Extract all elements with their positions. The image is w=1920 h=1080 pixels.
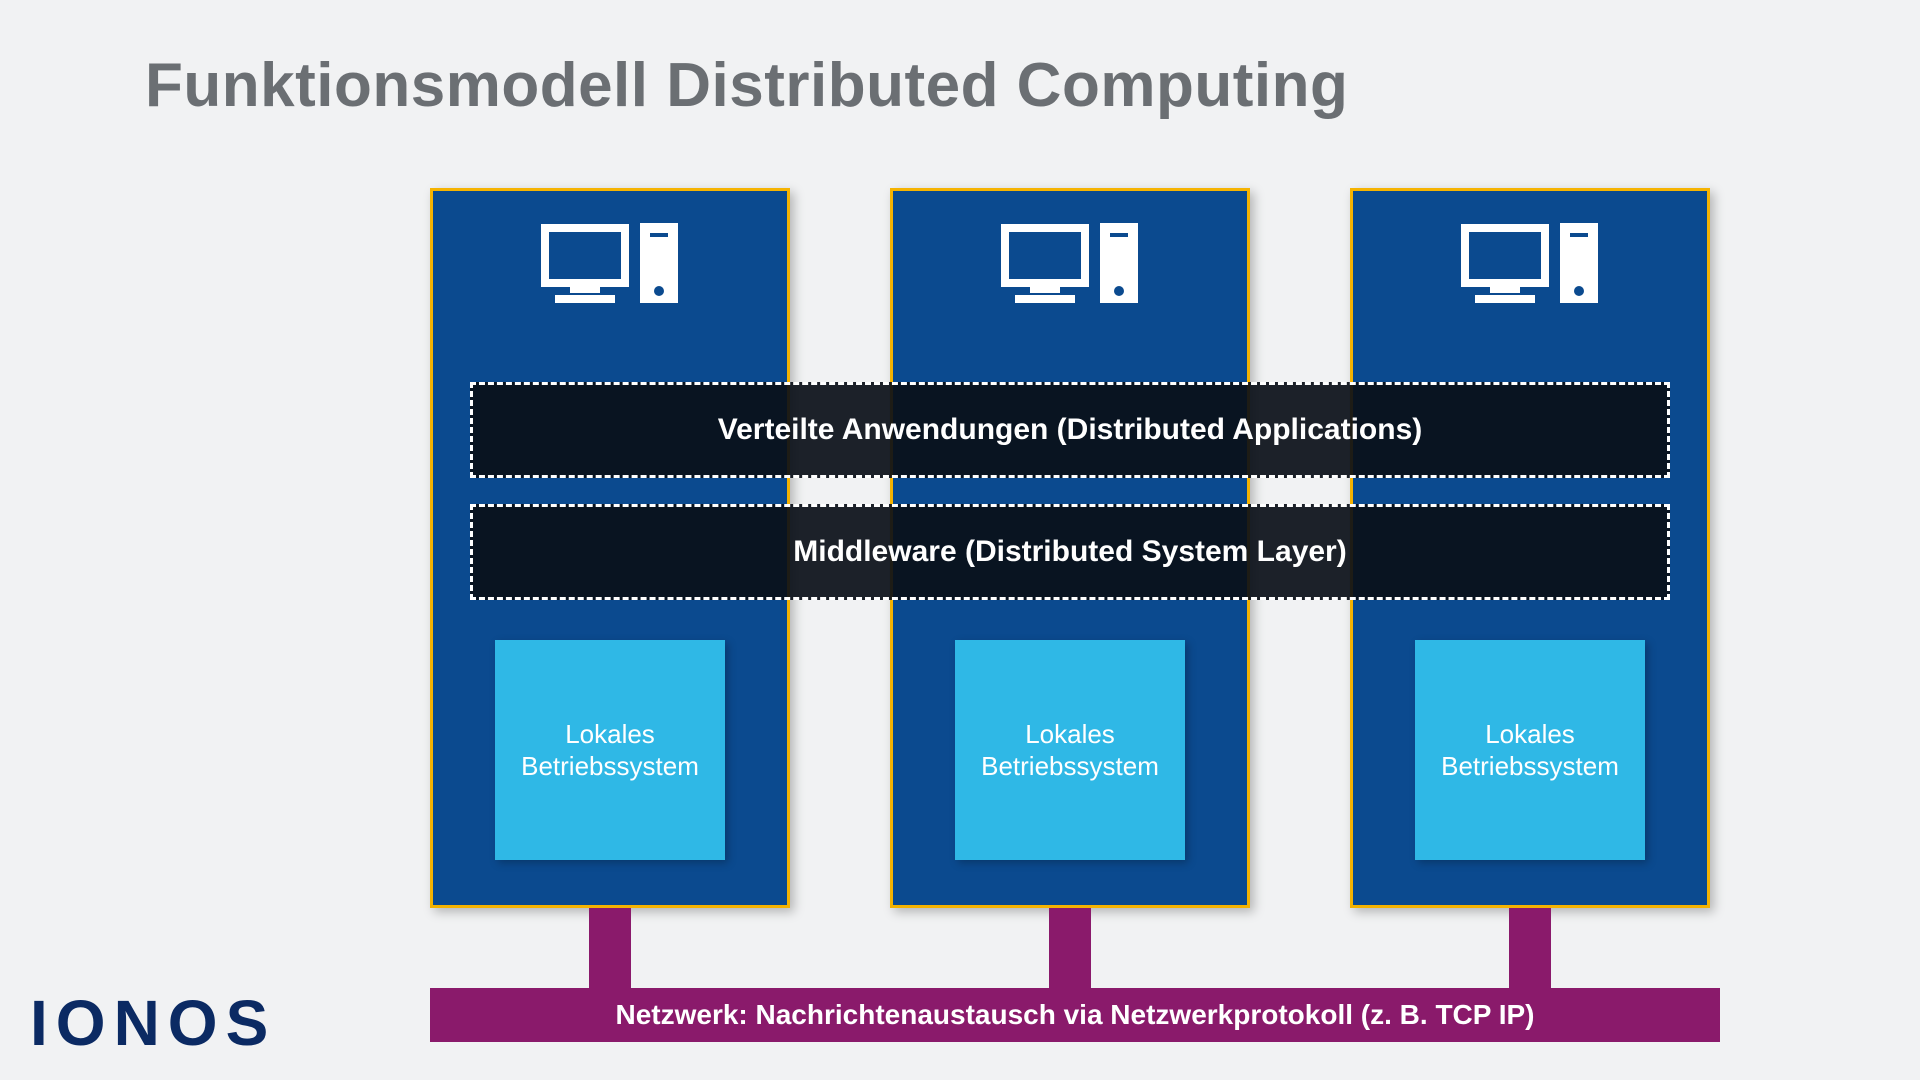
network-bar: Netzwerk: Nachrichtenaustausch via Netzw… <box>430 988 1720 1042</box>
local-os-box-3: Lokales Betriebssystem <box>1415 640 1645 860</box>
network-connector-2 <box>1049 908 1091 988</box>
local-os-box-2: Lokales Betriebssystem <box>955 640 1185 860</box>
ionos-logo: IONOS <box>30 986 276 1060</box>
computer-icon <box>893 223 1247 313</box>
os-label: Lokales Betriebssystem <box>495 718 725 783</box>
local-os-box-1: Lokales Betriebssystem <box>495 640 725 860</box>
layer-label: Middleware (Distributed System Layer) <box>793 535 1346 569</box>
computer-icon <box>433 223 787 313</box>
network-connector-1 <box>589 908 631 988</box>
computer-icon <box>1353 223 1707 313</box>
os-label: Lokales Betriebssystem <box>955 718 1185 783</box>
middleware-layer: Middleware (Distributed System Layer) <box>470 504 1670 600</box>
os-label: Lokales Betriebssystem <box>1415 718 1645 783</box>
distributed-applications-layer: Verteilte Anwendungen (Distributed Appli… <box>470 382 1670 478</box>
diagram-stage: Verteilte Anwendungen (Distributed Appli… <box>0 0 1920 1080</box>
network-label: Netzwerk: Nachrichtenaustausch via Netzw… <box>615 999 1534 1031</box>
layer-label: Verteilte Anwendungen (Distributed Appli… <box>718 413 1423 447</box>
network-connector-3 <box>1509 908 1551 988</box>
